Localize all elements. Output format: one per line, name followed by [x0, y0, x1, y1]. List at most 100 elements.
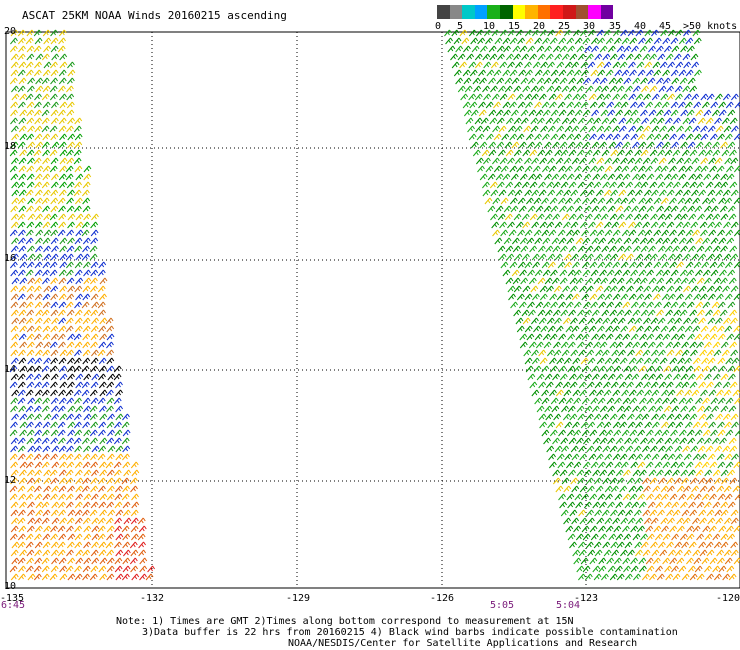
wind-barb: [620, 197, 629, 205]
wind-barb: [727, 533, 735, 541]
wind-barb: [530, 85, 539, 93]
wind-barb: [105, 461, 114, 469]
wind-barb: [528, 109, 537, 117]
wind-barb: [565, 325, 574, 333]
wind-barb: [25, 405, 34, 413]
wind-barb: [662, 397, 670, 405]
wind-barb: [647, 309, 656, 317]
wind-barb: [612, 133, 621, 141]
wind-barb: [34, 541, 43, 549]
wind-barb: [667, 453, 676, 461]
wind-barb: [57, 429, 66, 437]
wind-barb: [560, 509, 569, 517]
wind-barb: [81, 381, 90, 389]
wind-barb: [639, 45, 648, 53]
wind-barb: [671, 45, 680, 53]
wind-barb: [25, 61, 34, 69]
wind-barb: [26, 205, 34, 213]
wind-barb: [615, 501, 624, 509]
wind-barb: [18, 165, 27, 173]
wind-barb: [711, 405, 720, 413]
wind-barb: [673, 213, 682, 221]
wind-barb: [595, 285, 604, 293]
wind-barb: [50, 301, 59, 309]
wind-barb: [637, 429, 646, 437]
wind-barb: [548, 93, 557, 101]
wind-barb: [675, 29, 684, 37]
wind-barb: [25, 389, 34, 397]
wind-barb: [626, 285, 634, 293]
wind-barb: [67, 221, 75, 229]
wind-barb: [450, 53, 458, 61]
wind-barb: [696, 573, 705, 581]
wind-barb: [655, 141, 664, 149]
wind-barb: [712, 245, 721, 253]
wind-barb: [703, 405, 712, 413]
wind-barb: [631, 437, 640, 445]
wind-barb: [25, 317, 34, 325]
wind-barb: [50, 157, 59, 165]
wind-barb: [18, 509, 26, 517]
wind-barb: [623, 77, 632, 85]
wind-barb: [573, 165, 582, 173]
wind-barb: [641, 373, 649, 381]
wind-barb: [628, 357, 637, 365]
wind-barb: [700, 325, 709, 333]
wind-barb: [649, 149, 658, 157]
wind-barb: [723, 125, 732, 133]
wind-barb: [669, 133, 677, 141]
wind-barb: [27, 501, 35, 509]
wind-barb: [97, 525, 106, 533]
wind-barb: [576, 405, 585, 413]
wind-barb: [582, 165, 590, 173]
wind-barb: [651, 125, 660, 133]
wind-barb: [724, 197, 733, 205]
wind-barb: [114, 493, 123, 501]
wind-barb: [570, 477, 579, 485]
wind-barb: [582, 269, 591, 277]
wind-barb: [536, 77, 545, 85]
wind-barb: [591, 109, 600, 117]
wind-barb: [673, 277, 682, 285]
wind-barb: [35, 309, 44, 317]
wind-barb: [686, 493, 695, 501]
wind-barb: [50, 293, 59, 301]
wind-barb: [698, 477, 707, 485]
wind-barb: [704, 245, 713, 253]
wind-barb: [616, 245, 625, 253]
wind-barb: [65, 325, 74, 333]
wind-barb: [67, 557, 76, 565]
wind-barb: [18, 309, 27, 317]
wind-barb: [455, 77, 464, 85]
wind-barb: [113, 397, 122, 405]
wind-barb: [34, 549, 43, 557]
wind-barb: [17, 541, 26, 549]
wind-barb: [548, 453, 556, 461]
lat-label-20: 20: [4, 26, 17, 37]
wind-barb: [585, 213, 593, 221]
wind-barb: [600, 277, 609, 285]
wind-barb: [581, 525, 590, 533]
wind-barb: [466, 53, 475, 61]
wind-barb: [716, 389, 724, 397]
wind-barb: [67, 381, 75, 389]
wind-barb: [34, 205, 43, 213]
wind-barb: [622, 397, 631, 405]
wind-barb: [34, 133, 43, 141]
wind-barb: [34, 173, 43, 181]
wind-barb: [682, 517, 691, 525]
wind-barb: [509, 261, 518, 269]
wind-barb: [552, 469, 561, 477]
wind-barb: [33, 149, 42, 157]
wind-barb: [41, 517, 50, 525]
wind-barb: [539, 357, 548, 365]
wind-barb: [591, 237, 600, 245]
wind-barb: [660, 485, 669, 493]
wind-barb: [657, 509, 665, 517]
wind-barb: [34, 269, 43, 277]
wind-barb: [692, 517, 700, 525]
wind-barb: [9, 429, 18, 437]
wind-barb: [528, 309, 536, 317]
wind-barb: [664, 437, 673, 445]
wind-barb: [590, 269, 599, 277]
